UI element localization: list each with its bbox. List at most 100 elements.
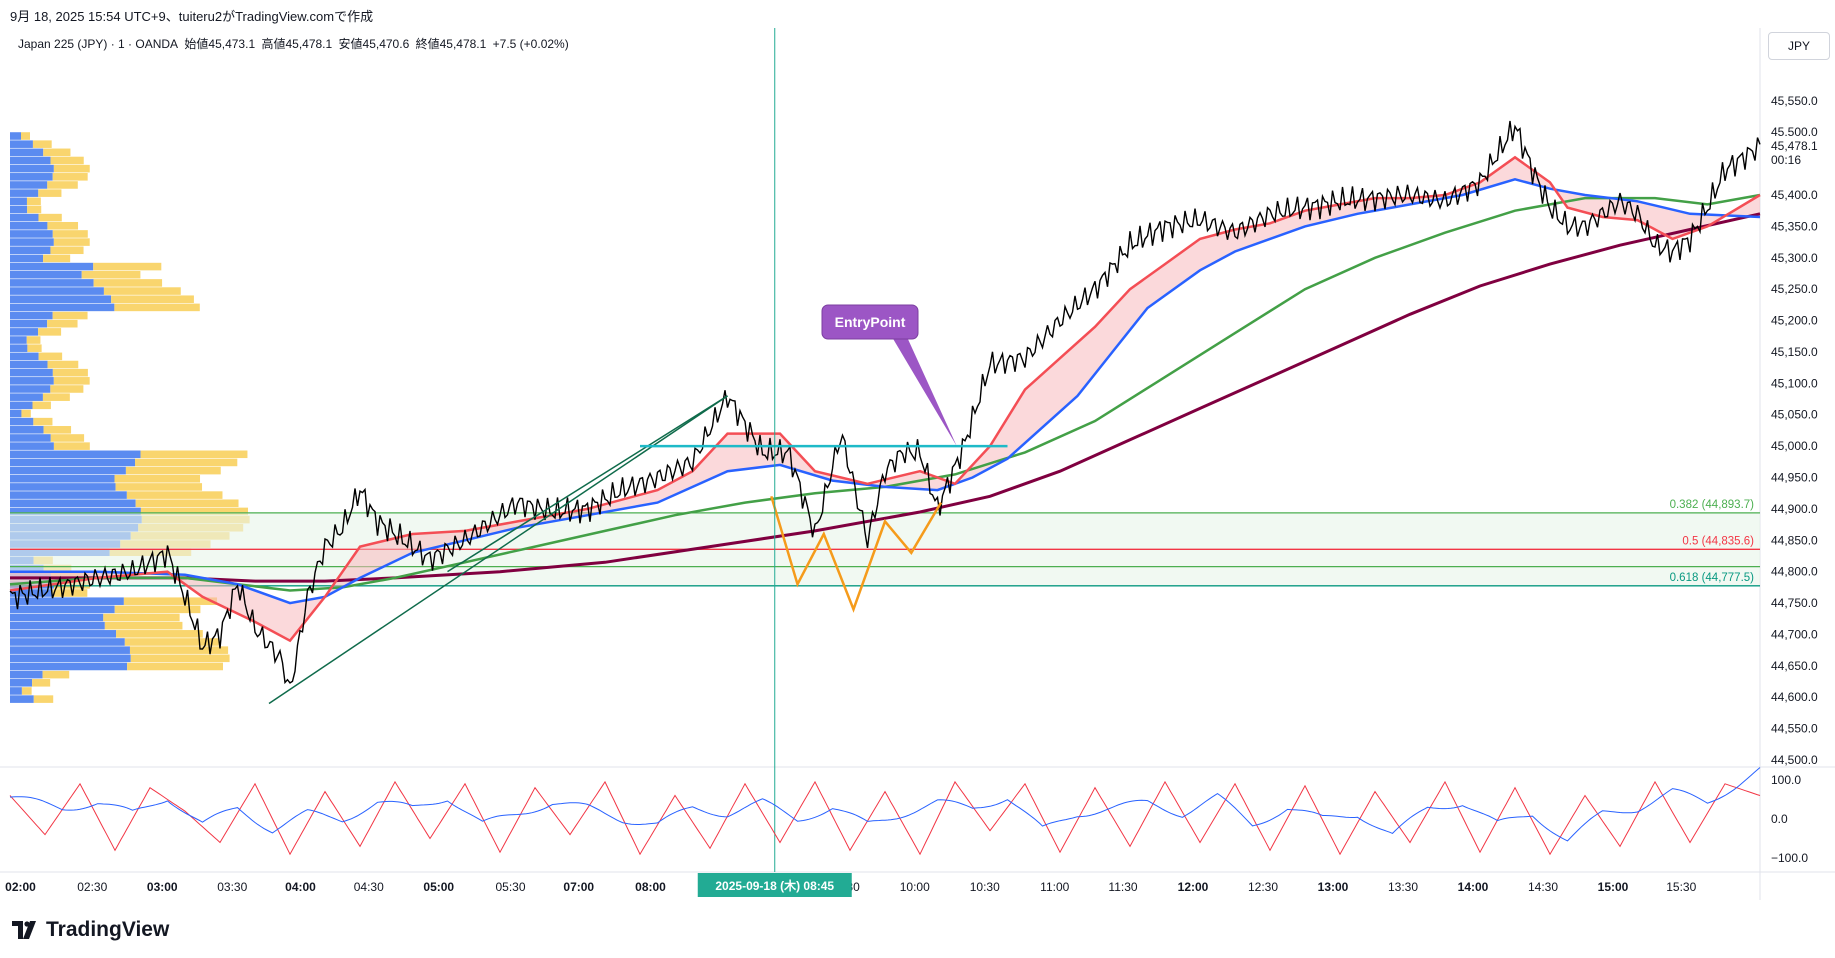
- price-tick-label: 44,700.0: [1771, 627, 1818, 641]
- vp-bar-down: [124, 638, 219, 646]
- vp-bar-down: [53, 377, 90, 385]
- vp-bar-up: [10, 450, 141, 459]
- vp-bar-down: [130, 654, 230, 663]
- price-tick-label: 44,800.0: [1771, 565, 1818, 579]
- vp-bar-down: [140, 450, 248, 459]
- vp-bar-up: [10, 303, 115, 312]
- vp-bar-up: [10, 205, 28, 214]
- vp-bar-up: [10, 605, 115, 614]
- time-tick-label: 02:00: [5, 880, 36, 894]
- vp-bar-up: [10, 197, 27, 206]
- vp-bar-up: [10, 491, 127, 499]
- ema-mid-line[interactable]: [10, 178, 1761, 605]
- currency-selector[interactable]: JPY: [1768, 32, 1830, 60]
- vp-bar-up: [10, 368, 53, 377]
- osc-tick-label: 0.0: [1771, 812, 1788, 826]
- vp-bar-up: [10, 181, 48, 189]
- symbol-name[interactable]: Japan 225 (JPY) · 1 · OANDA: [18, 37, 179, 51]
- vp-bar-up: [10, 621, 105, 630]
- vp-bar-down: [47, 319, 78, 328]
- vp-bar-down: [27, 344, 42, 352]
- vp-bar-down: [21, 409, 31, 418]
- time-tick-label: 03:00: [147, 880, 178, 894]
- vp-bar-up: [10, 132, 21, 140]
- ema-fast-line[interactable]: [9, 155, 1761, 643]
- vp-bar-up: [10, 474, 115, 483]
- stoch-d-line[interactable]: [9, 767, 1761, 842]
- vp-bar-down: [38, 328, 62, 336]
- vp-bar-down: [114, 303, 200, 312]
- ema-long-line[interactable]: [10, 212, 1761, 583]
- vp-bar-down: [26, 197, 41, 206]
- vp-bar-down: [38, 213, 62, 222]
- fib-level-label: 0.382 (44,893.7): [1670, 499, 1755, 511]
- vp-bar-up: [10, 319, 48, 328]
- vp-bar-down: [103, 613, 180, 622]
- vp-bar-down: [42, 670, 70, 679]
- vp-bar-up: [10, 630, 117, 638]
- vp-bar-up: [10, 426, 44, 434]
- stoch-k-line[interactable]: [9, 780, 1761, 856]
- time-cursor-label: 2025-09-18 (木) 08:45: [715, 878, 834, 893]
- vp-bar-down: [33, 417, 53, 426]
- w-pattern[interactable]: [770, 495, 943, 613]
- symbol-legend[interactable]: Japan 225 (JPY) · 1 · OANDA 始値45,473.1 高…: [18, 35, 572, 52]
- entrypoint-callout[interactable]: EntryPoint: [821, 304, 957, 447]
- vp-bar-down: [50, 434, 85, 442]
- price-tick-label: 44,650.0: [1771, 659, 1818, 673]
- price-tick-label: 44,500.0: [1771, 753, 1818, 767]
- fib-level-label: 0.5 (44,835.6): [1682, 535, 1754, 547]
- vp-bar-up: [10, 287, 104, 295]
- low-value: 安値45,470.6: [338, 37, 410, 51]
- vp-bar-up: [10, 230, 53, 238]
- vp-bar-down: [50, 246, 84, 255]
- vp-bar-up: [10, 238, 54, 246]
- vp-bar-up: [10, 466, 126, 475]
- vp-bar-down: [38, 352, 63, 361]
- price-line[interactable]: [9, 120, 1761, 685]
- time-tick-label: 12:00: [1178, 880, 1209, 894]
- time-tick-label: 07:00: [563, 880, 594, 894]
- vp-bar-up: [10, 695, 34, 703]
- vp-bar-up: [10, 417, 34, 426]
- vp-bar-up: [10, 662, 128, 671]
- vp-bar-up: [10, 213, 39, 222]
- last-price-label: 45,478.1: [1771, 139, 1818, 153]
- time-tick-label: 13:30: [1388, 880, 1418, 894]
- vp-bar-down: [135, 499, 239, 508]
- price-tick-label: 45,000.0: [1771, 439, 1818, 453]
- time-tick-label: 10:30: [970, 880, 1000, 894]
- fib-level-label: 0.618 (44,777.5): [1670, 572, 1755, 584]
- time-tick-label: 11:30: [1108, 880, 1137, 894]
- vp-bar-up: [10, 393, 43, 401]
- vp-bar-up: [10, 140, 33, 148]
- vp-bar-down: [26, 336, 41, 344]
- vp-bar-up: [10, 270, 82, 279]
- open-value: 始値45,473.1: [184, 37, 256, 51]
- ema-cloud: [10, 157, 1760, 641]
- time-tick-label: 15:00: [1598, 880, 1629, 894]
- vp-bar-down: [111, 295, 194, 304]
- vp-bar-up: [10, 638, 125, 646]
- price-tick-label: 44,900.0: [1771, 502, 1818, 516]
- osc-tick-label: 100.0: [1771, 773, 1801, 787]
- time-tick-label: 10:00: [900, 880, 930, 894]
- time-tick-label: 05:00: [423, 880, 454, 894]
- time-tick-label: 04:00: [285, 880, 316, 894]
- vp-bar-up: [10, 360, 48, 369]
- vp-bar-down: [27, 205, 42, 214]
- tradingview-logo: TradingView: [12, 918, 169, 942]
- trendline-upper[interactable]: [447, 395, 728, 573]
- last-price-tag: 45,478.100:16: [1761, 135, 1823, 170]
- vp-bar-up: [10, 613, 104, 622]
- price-tick-label: 45,050.0: [1771, 408, 1818, 422]
- entrypoint-pointer: [892, 337, 957, 447]
- vp-bar-down: [32, 140, 52, 148]
- vp-bar-up: [10, 646, 130, 654]
- price-tick-label: 44,600.0: [1771, 690, 1818, 704]
- time-tick-label: 05:30: [495, 880, 525, 894]
- vp-bar-up: [10, 279, 94, 287]
- vp-bar-down: [50, 385, 84, 393]
- vp-bar-down: [115, 483, 203, 491]
